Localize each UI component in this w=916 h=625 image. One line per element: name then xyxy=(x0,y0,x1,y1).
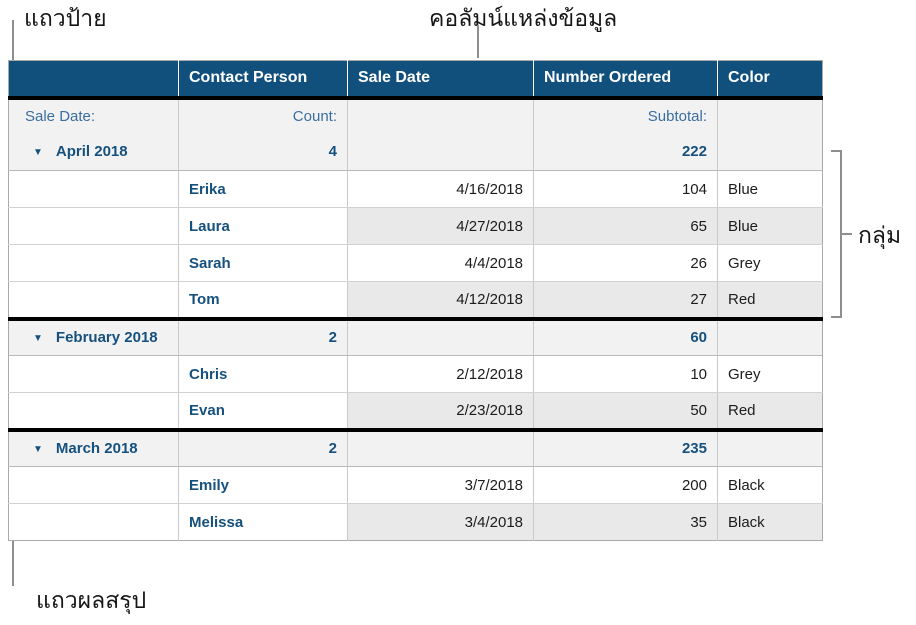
cell-contact[interactable]: Tom xyxy=(178,281,348,321)
cell-contact[interactable]: Sarah xyxy=(178,244,348,282)
group-subtotal-cell[interactable]: 222 xyxy=(533,133,718,171)
cell-color[interactable]: Grey xyxy=(717,355,823,393)
group-bracket-mid-tick xyxy=(842,233,852,235)
header-cell-sale-date[interactable]: Sale Date xyxy=(347,60,534,100)
cell-sale-date[interactable]: 2/23/2018 xyxy=(347,392,534,432)
header-cell-color[interactable]: Color xyxy=(717,60,823,100)
category-cell[interactable] xyxy=(8,207,179,245)
group-header-row: ▼ April 2018 4 222 xyxy=(8,133,823,171)
callout-source-column: คอลัมน์แหล่งข้อมูล xyxy=(429,5,618,31)
category-cell[interactable] xyxy=(8,281,179,321)
group-name: March 2018 xyxy=(55,440,138,458)
empty-cell[interactable] xyxy=(347,97,534,134)
table-row: Tom 4/12/2018 27 Red xyxy=(8,281,823,321)
cell-number-ordered[interactable]: 65 xyxy=(533,207,718,245)
cell-sale-date[interactable]: 3/4/2018 xyxy=(347,503,534,541)
table-row: Evan 2/23/2018 50 Red xyxy=(8,392,823,432)
category-cell[interactable] xyxy=(8,392,179,432)
category-cell[interactable] xyxy=(8,355,179,393)
cell-number-ordered[interactable]: 27 xyxy=(533,281,718,321)
header-cell-category[interactable] xyxy=(8,60,179,100)
disclosure-triangle-icon[interactable]: ▼ xyxy=(33,333,43,345)
cell-contact[interactable]: Melissa xyxy=(178,503,348,541)
group-name-cell[interactable]: ▼ April 2018 xyxy=(8,133,179,171)
cell-color[interactable]: Grey xyxy=(717,244,823,282)
count-label-cell[interactable]: Count: xyxy=(178,97,348,134)
callout-label-row: แถวป้าย xyxy=(24,5,107,31)
category-cell[interactable] xyxy=(8,466,179,504)
empty-cell[interactable] xyxy=(717,97,823,134)
group-bracket-line xyxy=(840,150,842,318)
empty-cell[interactable] xyxy=(717,429,823,467)
group-count-cell[interactable]: 4 xyxy=(178,133,348,171)
callout-source-column-line xyxy=(477,25,479,58)
disclosure-triangle-icon[interactable]: ▼ xyxy=(33,147,43,159)
empty-cell[interactable] xyxy=(347,429,534,467)
empty-cell[interactable] xyxy=(347,133,534,171)
cell-color[interactable]: Blue xyxy=(717,170,823,208)
table-row: Laura 4/27/2018 65 Blue xyxy=(8,207,823,245)
cell-color[interactable]: Red xyxy=(717,281,823,321)
category-cell[interactable] xyxy=(8,170,179,208)
label-row: Sale Date: Count: Subtotal: xyxy=(8,97,823,134)
cell-number-ordered[interactable]: 26 xyxy=(533,244,718,282)
empty-cell[interactable] xyxy=(717,318,823,356)
cell-sale-date[interactable]: 4/16/2018 xyxy=(347,170,534,208)
category-cell[interactable] xyxy=(8,244,179,282)
cell-color[interactable]: Blue xyxy=(717,207,823,245)
table-row: Erika 4/16/2018 104 Blue xyxy=(8,170,823,208)
disclosure-triangle-icon[interactable]: ▼ xyxy=(33,444,43,456)
table-row: Chris 2/12/2018 10 Grey xyxy=(8,355,823,393)
cell-contact[interactable]: Chris xyxy=(178,355,348,393)
cell-color[interactable]: Black xyxy=(717,503,823,541)
group-subtotal-cell[interactable]: 235 xyxy=(533,429,718,467)
table-row: Melissa 3/4/2018 35 Black xyxy=(8,503,823,541)
group-bracket-top-tick xyxy=(831,150,842,152)
header-row: Contact Person Sale Date Number Ordered … xyxy=(8,60,823,100)
cell-sale-date[interactable]: 4/27/2018 xyxy=(347,207,534,245)
group-name: April 2018 xyxy=(55,143,128,161)
category-cell[interactable] xyxy=(8,503,179,541)
empty-cell[interactable] xyxy=(717,133,823,171)
cell-number-ordered[interactable]: 50 xyxy=(533,392,718,432)
callout-group: กลุ่ม xyxy=(858,222,902,248)
group-count-cell[interactable]: 2 xyxy=(178,318,348,356)
header-cell-number-ordered[interactable]: Number Ordered xyxy=(533,60,718,100)
cell-sale-date[interactable]: 2/12/2018 xyxy=(347,355,534,393)
cell-contact[interactable]: Emily xyxy=(178,466,348,504)
subtotal-label-cell[interactable]: Subtotal: xyxy=(533,97,718,134)
empty-cell[interactable] xyxy=(347,318,534,356)
table-row: Sarah 4/4/2018 26 Grey xyxy=(8,244,823,282)
group-name: February 2018 xyxy=(55,329,158,347)
group-count-cell[interactable]: 2 xyxy=(178,429,348,467)
cell-sale-date[interactable]: 3/7/2018 xyxy=(347,466,534,504)
group-header-row: ▼ February 2018 2 60 xyxy=(8,318,823,356)
table-row: Emily 3/7/2018 200 Black xyxy=(8,466,823,504)
group-bracket-bottom-tick xyxy=(831,316,842,318)
callout-summary-row: แถวผลสรุป xyxy=(36,587,147,613)
cell-color[interactable]: Black xyxy=(717,466,823,504)
cell-number-ordered[interactable]: 104 xyxy=(533,170,718,208)
group-subtotal-cell[interactable]: 60 xyxy=(533,318,718,356)
group-name-cell[interactable]: ▼ March 2018 xyxy=(8,429,179,467)
header-cell-contact-person[interactable]: Contact Person xyxy=(178,60,348,100)
cell-number-ordered[interactable]: 10 xyxy=(533,355,718,393)
category-label-cell[interactable]: Sale Date: xyxy=(8,97,179,134)
group-header-row: ▼ March 2018 2 235 xyxy=(8,429,823,467)
cell-contact[interactable]: Laura xyxy=(178,207,348,245)
cell-contact[interactable]: Evan xyxy=(178,392,348,432)
cell-color[interactable]: Red xyxy=(717,392,823,432)
cell-number-ordered[interactable]: 200 xyxy=(533,466,718,504)
cell-sale-date[interactable]: 4/4/2018 xyxy=(347,244,534,282)
cell-contact[interactable]: Erika xyxy=(178,170,348,208)
group-name-cell[interactable]: ▼ February 2018 xyxy=(8,318,179,356)
categorized-table: Contact Person Sale Date Number Ordered … xyxy=(8,60,823,541)
cell-sale-date[interactable]: 4/12/2018 xyxy=(347,281,534,321)
cell-number-ordered[interactable]: 35 xyxy=(533,503,718,541)
